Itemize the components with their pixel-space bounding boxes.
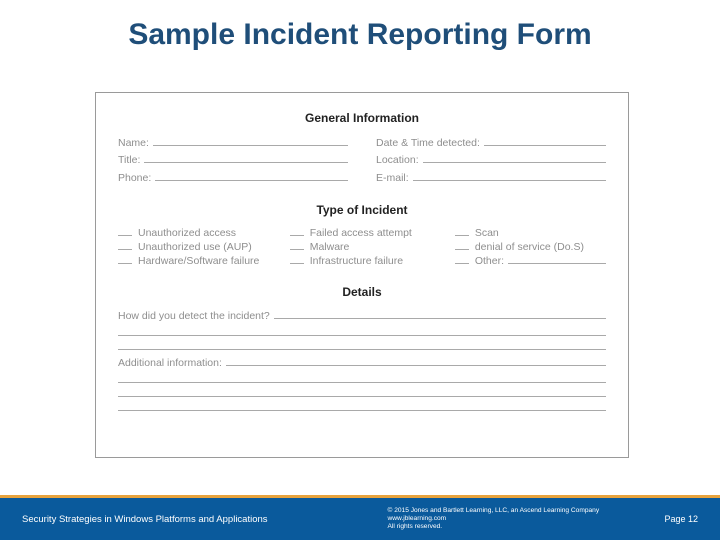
checkbox-line — [455, 241, 469, 250]
underline-full — [118, 383, 606, 397]
footer-rights: All rights reserved. — [388, 523, 665, 531]
label-phone: Phone: — [118, 170, 151, 187]
section-header-details: Details — [118, 285, 606, 299]
details-q1-label: How did you detect the incident? — [118, 310, 270, 322]
field-email: E-mail: — [376, 170, 606, 187]
incident-type-grid: Unauthorized access Failed access attemp… — [118, 227, 606, 267]
general-fields-left: Name: Title: Phone: — [118, 135, 348, 187]
underline — [413, 171, 606, 181]
opt-label: Failed access attempt — [310, 227, 412, 239]
opt-hw-sw-failure: Hardware/Software failure — [118, 255, 276, 267]
details-q2: Additional information: — [118, 356, 606, 369]
opt-failed-access: Failed access attempt — [290, 227, 441, 239]
opt-other: Other: — [455, 255, 606, 267]
section-header-general: General Information — [118, 111, 606, 125]
footer-url: www.jblearning.com — [388, 515, 665, 523]
opt-label: Malware — [310, 241, 350, 253]
slide-title: Sample Incident Reporting Form — [0, 18, 720, 52]
checkbox-line — [455, 227, 469, 236]
label-title: Title: — [118, 152, 140, 169]
checkbox-line — [118, 255, 132, 264]
opt-dos: denial of service (Do.S) — [455, 241, 606, 253]
incident-form: General Information Name: Title: Phone: … — [95, 92, 629, 458]
checkbox-line — [290, 227, 304, 236]
label-location: Location: — [376, 152, 419, 169]
field-phone: Phone: — [118, 170, 348, 187]
section-header-type: Type of Incident — [118, 203, 606, 217]
footer-left-text: Security Strategies in Windows Platforms… — [22, 514, 268, 525]
checkbox-line — [118, 241, 132, 250]
underline — [484, 136, 606, 146]
opt-malware: Malware — [290, 241, 441, 253]
underline — [226, 356, 606, 366]
checkbox-line — [455, 255, 469, 264]
field-datetime: Date & Time detected: — [376, 135, 606, 152]
details-q1: How did you detect the incident? — [118, 309, 606, 322]
label-email: E-mail: — [376, 170, 409, 187]
underline-full — [118, 336, 606, 350]
opt-label: Hardware/Software failure — [138, 255, 259, 267]
details-q2-label: Additional information: — [118, 357, 222, 369]
label-datetime: Date & Time detected: — [376, 135, 480, 152]
footer-copyright: © 2015 Jones and Bartlett Learning, LLC,… — [388, 507, 665, 515]
underline-full — [118, 369, 606, 383]
opt-label: Unauthorized use (AUP) — [138, 241, 252, 253]
opt-label: Infrastructure failure — [310, 255, 403, 267]
field-title: Title: — [118, 152, 348, 169]
checkbox-line — [290, 241, 304, 250]
opt-label: denial of service (Do.S) — [475, 241, 584, 253]
underline-full — [118, 322, 606, 336]
label-name: Name: — [118, 135, 149, 152]
opt-label: Scan — [475, 227, 499, 239]
underline-full — [118, 397, 606, 411]
underline — [153, 136, 348, 146]
general-fields: Name: Title: Phone: Date & Time detected… — [118, 135, 606, 187]
underline — [274, 309, 606, 319]
opt-infra-failure: Infrastructure failure — [290, 255, 441, 267]
slide: Sample Incident Reporting Form General I… — [0, 0, 720, 540]
opt-unauthorized-use: Unauthorized use (AUP) — [118, 241, 276, 253]
field-location: Location: — [376, 152, 606, 169]
underline — [144, 153, 348, 163]
checkbox-line — [118, 227, 132, 236]
general-fields-right: Date & Time detected: Location: E-mail: — [376, 135, 606, 187]
field-name: Name: — [118, 135, 348, 152]
opt-label: Unauthorized access — [138, 227, 236, 239]
checkbox-line — [290, 255, 304, 264]
footer-bar: Security Strategies in Windows Platforms… — [0, 498, 720, 540]
footer-center: © 2015 Jones and Bartlett Learning, LLC,… — [268, 507, 665, 532]
footer-page-number: Page 12 — [664, 514, 698, 524]
opt-label: Other: — [475, 255, 504, 267]
underline — [155, 171, 348, 181]
opt-unauthorized-access: Unauthorized access — [118, 227, 276, 239]
underline — [423, 153, 606, 163]
opt-scan: Scan — [455, 227, 606, 239]
underline — [508, 255, 606, 264]
